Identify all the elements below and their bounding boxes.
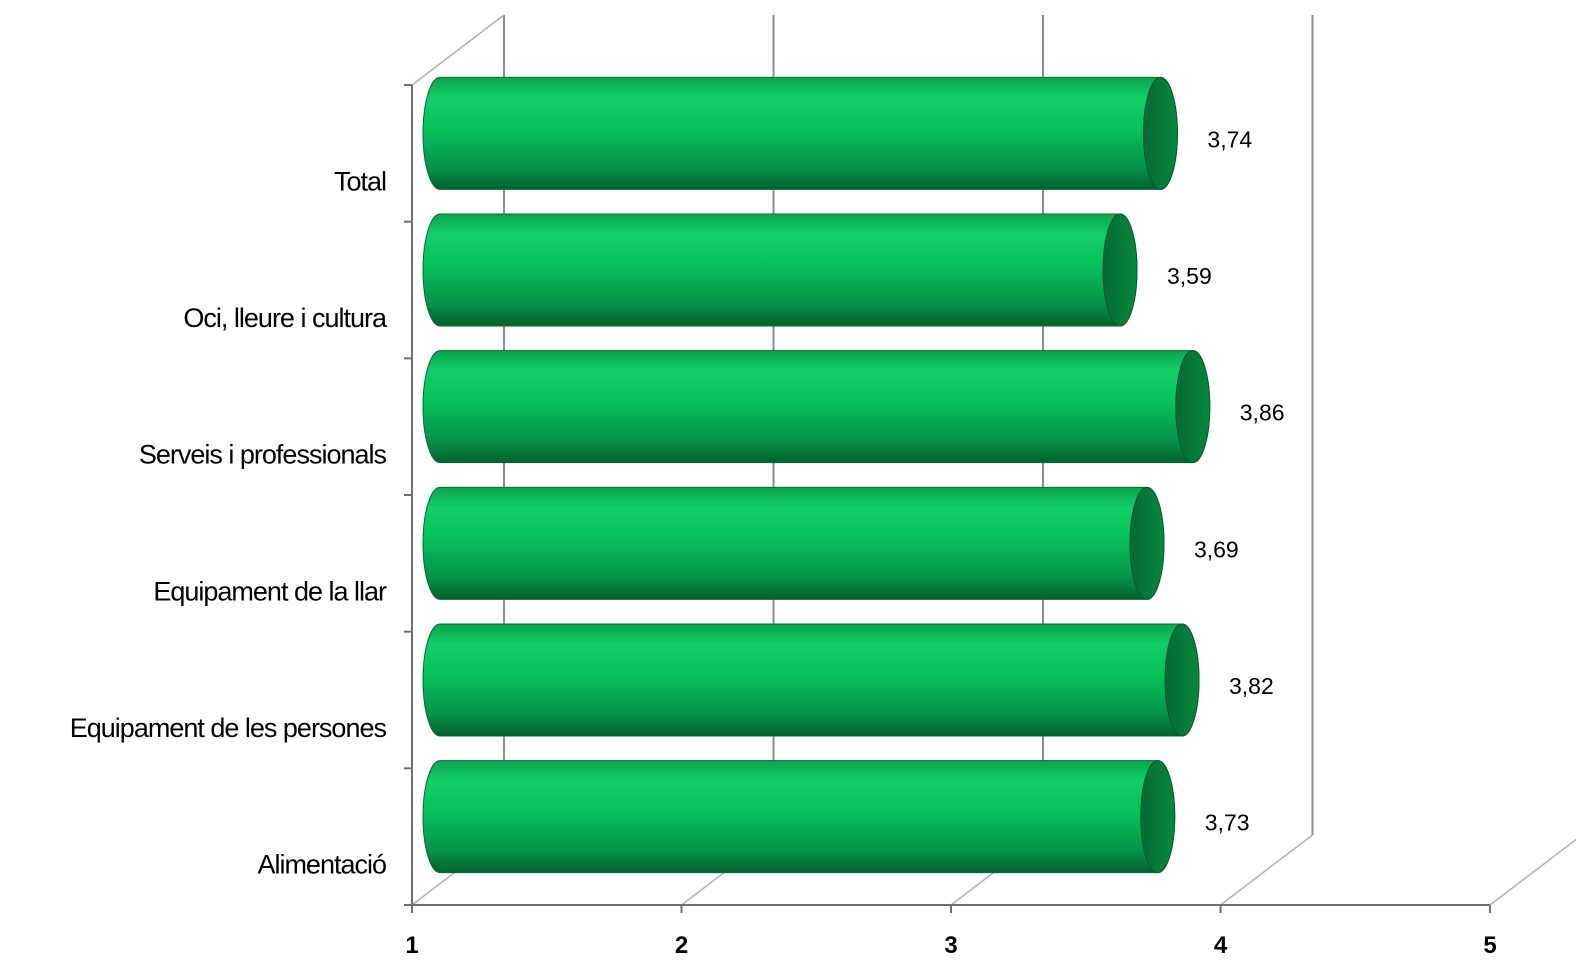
labels-layer: Total 3,74 Oci, lleure i cultura 3,59 Servei… [70, 126, 1285, 879]
bar [422, 350, 1211, 464]
category-label: Equipament de les persones [70, 713, 387, 743]
value-label: 3,82 [1229, 673, 1274, 699]
floor-gridline [1220, 834, 1313, 906]
bar [422, 213, 1138, 327]
value-label: 3,86 [1240, 400, 1285, 426]
value-label: 3,69 [1194, 536, 1239, 562]
x-tick-label: 5 [1483, 932, 1496, 959]
category-label: Alimentació [257, 850, 386, 880]
x-tick-label: 2 [675, 932, 688, 959]
bar [422, 760, 1176, 874]
value-label: 3,73 [1205, 810, 1250, 836]
bar-cap [1140, 760, 1176, 874]
value-label: 3,74 [1207, 126, 1252, 152]
bar-cap [1102, 213, 1138, 327]
bar-cap [1164, 623, 1200, 737]
bar [422, 486, 1165, 600]
x-tick-label: 1 [405, 932, 418, 959]
wall-edge [411, 14, 505, 86]
x-tick-label: 4 [1214, 932, 1228, 959]
value-label: 3,59 [1167, 263, 1212, 289]
bar-cap [1175, 350, 1211, 464]
category-label: Oci, lleure i cultura [183, 303, 388, 333]
bar-cap [1129, 486, 1165, 600]
bar [422, 623, 1200, 737]
category-label: Equipament de la llar [153, 576, 387, 606]
floor-gridline [1489, 838, 1576, 906]
axis-layer: 1 2 3 4 5 [404, 84, 1497, 959]
category-label: Serveis i professionals [139, 440, 387, 470]
category-label: Total [334, 166, 386, 196]
bars-layer [422, 76, 1211, 874]
bar [422, 76, 1178, 190]
bar-cap [1142, 76, 1178, 190]
x-tick-label: 3 [944, 932, 957, 959]
